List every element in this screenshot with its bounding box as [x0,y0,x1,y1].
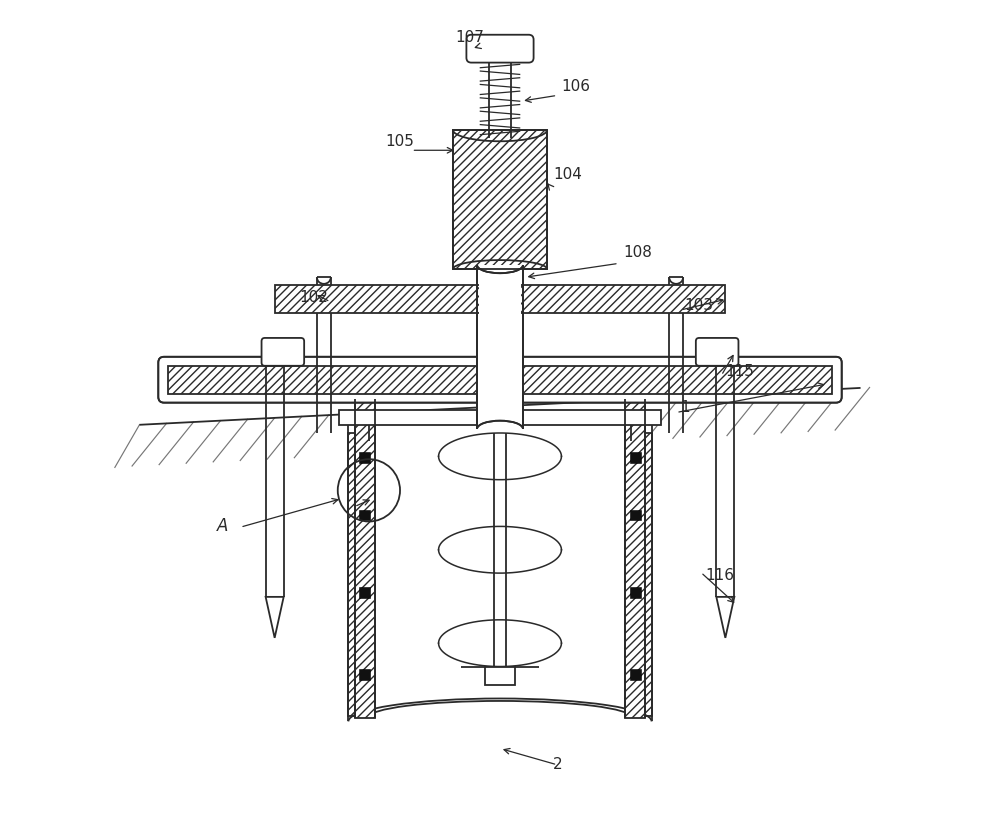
Text: 108: 108 [623,245,652,260]
Bar [479,266,521,429]
Bar [485,667,515,685]
Text: 104: 104 [553,167,582,182]
FancyBboxPatch shape [466,35,534,63]
Text: 1: 1 [680,400,690,416]
FancyBboxPatch shape [158,356,842,403]
Bar [453,130,547,269]
Bar [359,587,370,598]
Bar [339,410,661,425]
Text: 2: 2 [553,757,563,772]
Text: 116: 116 [705,568,734,583]
Bar [630,669,641,680]
Text: 106: 106 [561,79,590,94]
Bar [359,510,370,521]
Bar [631,433,652,716]
FancyBboxPatch shape [262,338,304,365]
Text: A: A [217,517,229,535]
Bar [359,669,370,680]
Bar [630,452,641,463]
Bar [168,365,832,394]
Bar [275,285,725,313]
Text: 115: 115 [725,364,754,379]
Bar [359,452,370,463]
Bar [355,398,375,718]
Bar [477,265,523,429]
Text: 105: 105 [385,134,414,149]
Text: 107: 107 [455,30,484,45]
Bar [348,433,369,716]
Bar [630,587,641,598]
FancyBboxPatch shape [696,338,738,365]
Bar [453,130,547,269]
Polygon shape [139,388,861,470]
Bar [625,398,645,718]
Text: 102: 102 [299,290,328,305]
Bar [630,510,641,521]
Text: 103: 103 [684,298,713,313]
